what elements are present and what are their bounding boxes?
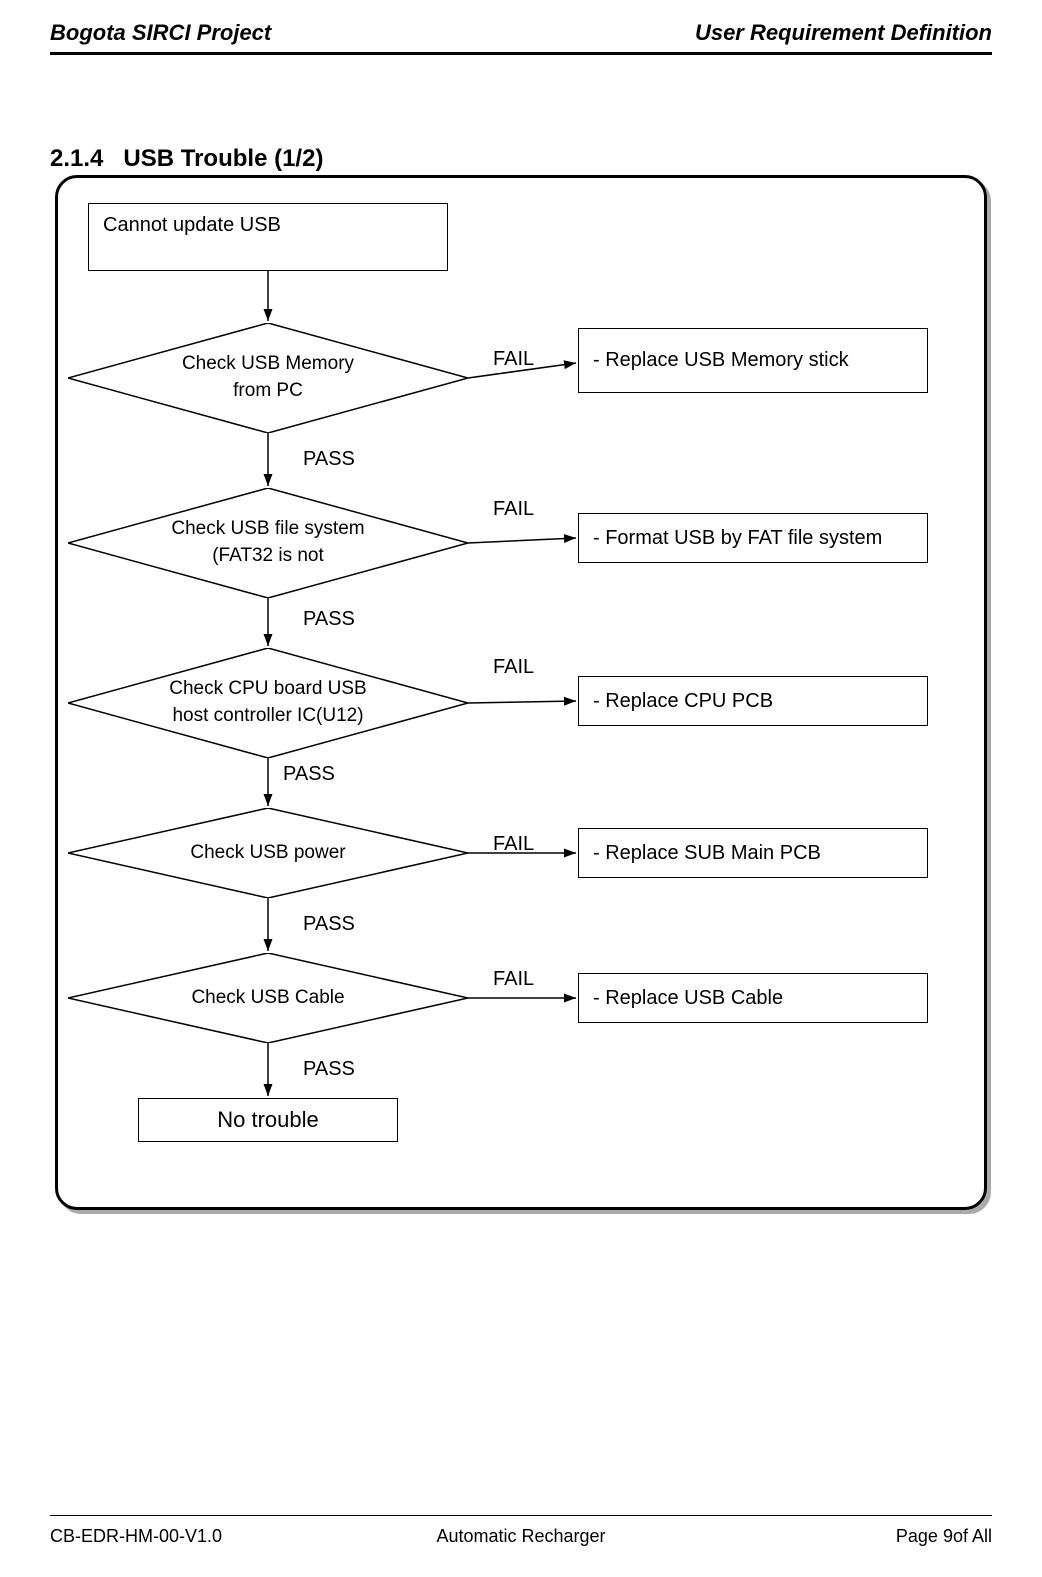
fail-5: FAIL — [493, 968, 534, 991]
pass-2: PASS — [303, 608, 355, 631]
start-box: Cannot update USB — [88, 203, 448, 271]
doc-header: Bogota SIRCI Project User Requirement De… — [50, 20, 992, 55]
decision-2: Check USB file system (FAT32 is not — [68, 488, 468, 598]
decision-5-l1: Check USB Cable — [191, 985, 344, 1012]
decision-4: Check USB power — [68, 808, 468, 898]
fail-4: FAIL — [493, 833, 534, 856]
action-5-text: - Replace USB Cable — [593, 987, 783, 1010]
decision-3: Check CPU board USB host controller IC(U… — [68, 648, 468, 758]
section-text: USB Trouble (1/2) — [123, 145, 323, 172]
action-2: - Format USB by FAT file system — [578, 513, 928, 563]
action-4-text: - Replace SUB Main PCB — [593, 842, 821, 865]
action-2-text: - Format USB by FAT file system — [593, 527, 882, 550]
end-box: No trouble — [138, 1098, 398, 1142]
decision-1-l1: Check USB Memory — [182, 351, 354, 378]
pass-1: PASS — [303, 448, 355, 471]
action-1-text: - Replace USB Memory stick — [593, 349, 849, 372]
decision-4-l1: Check USB power — [190, 840, 345, 867]
fail-3: FAIL — [493, 656, 534, 679]
fail-1: FAIL — [493, 348, 534, 371]
header-right: User Requirement Definition — [695, 20, 992, 46]
decision-3-l1: Check CPU board USB — [169, 676, 366, 703]
pass-4: PASS — [303, 913, 355, 936]
action-3-text: - Replace CPU PCB — [593, 690, 773, 713]
action-1: - Replace USB Memory stick — [578, 328, 928, 393]
start-label: Cannot update USB — [103, 214, 281, 236]
decision-5: Check USB Cable — [68, 953, 468, 1043]
action-5: - Replace USB Cable — [578, 973, 928, 1023]
footer: CB-EDR-HM-00-V1.0 Automatic Recharger Pa… — [50, 1515, 992, 1547]
section-title: 2.1.4 USB Trouble (1/2) — [50, 145, 992, 173]
decision-1: Check USB Memory from PC — [68, 323, 468, 433]
section-number: 2.1.4 — [50, 145, 103, 172]
action-3: - Replace CPU PCB — [578, 676, 928, 726]
header-left: Bogota SIRCI Project — [50, 20, 271, 46]
decision-2-l2: (FAT32 is not — [212, 543, 324, 570]
decision-3-l2: host controller IC(U12) — [172, 703, 363, 730]
pass-3: PASS — [283, 763, 335, 786]
end-label: No trouble — [217, 1107, 319, 1132]
pass-5: PASS — [303, 1058, 355, 1081]
fail-2: FAIL — [493, 498, 534, 521]
action-4: - Replace SUB Main PCB — [578, 828, 928, 878]
footer-center: Automatic Recharger — [50, 1526, 992, 1547]
decision-2-l1: Check USB file system — [171, 516, 364, 543]
flowchart-frame: Cannot update USB Check USB Memory from … — [55, 175, 987, 1210]
decision-1-l2: from PC — [233, 378, 303, 405]
